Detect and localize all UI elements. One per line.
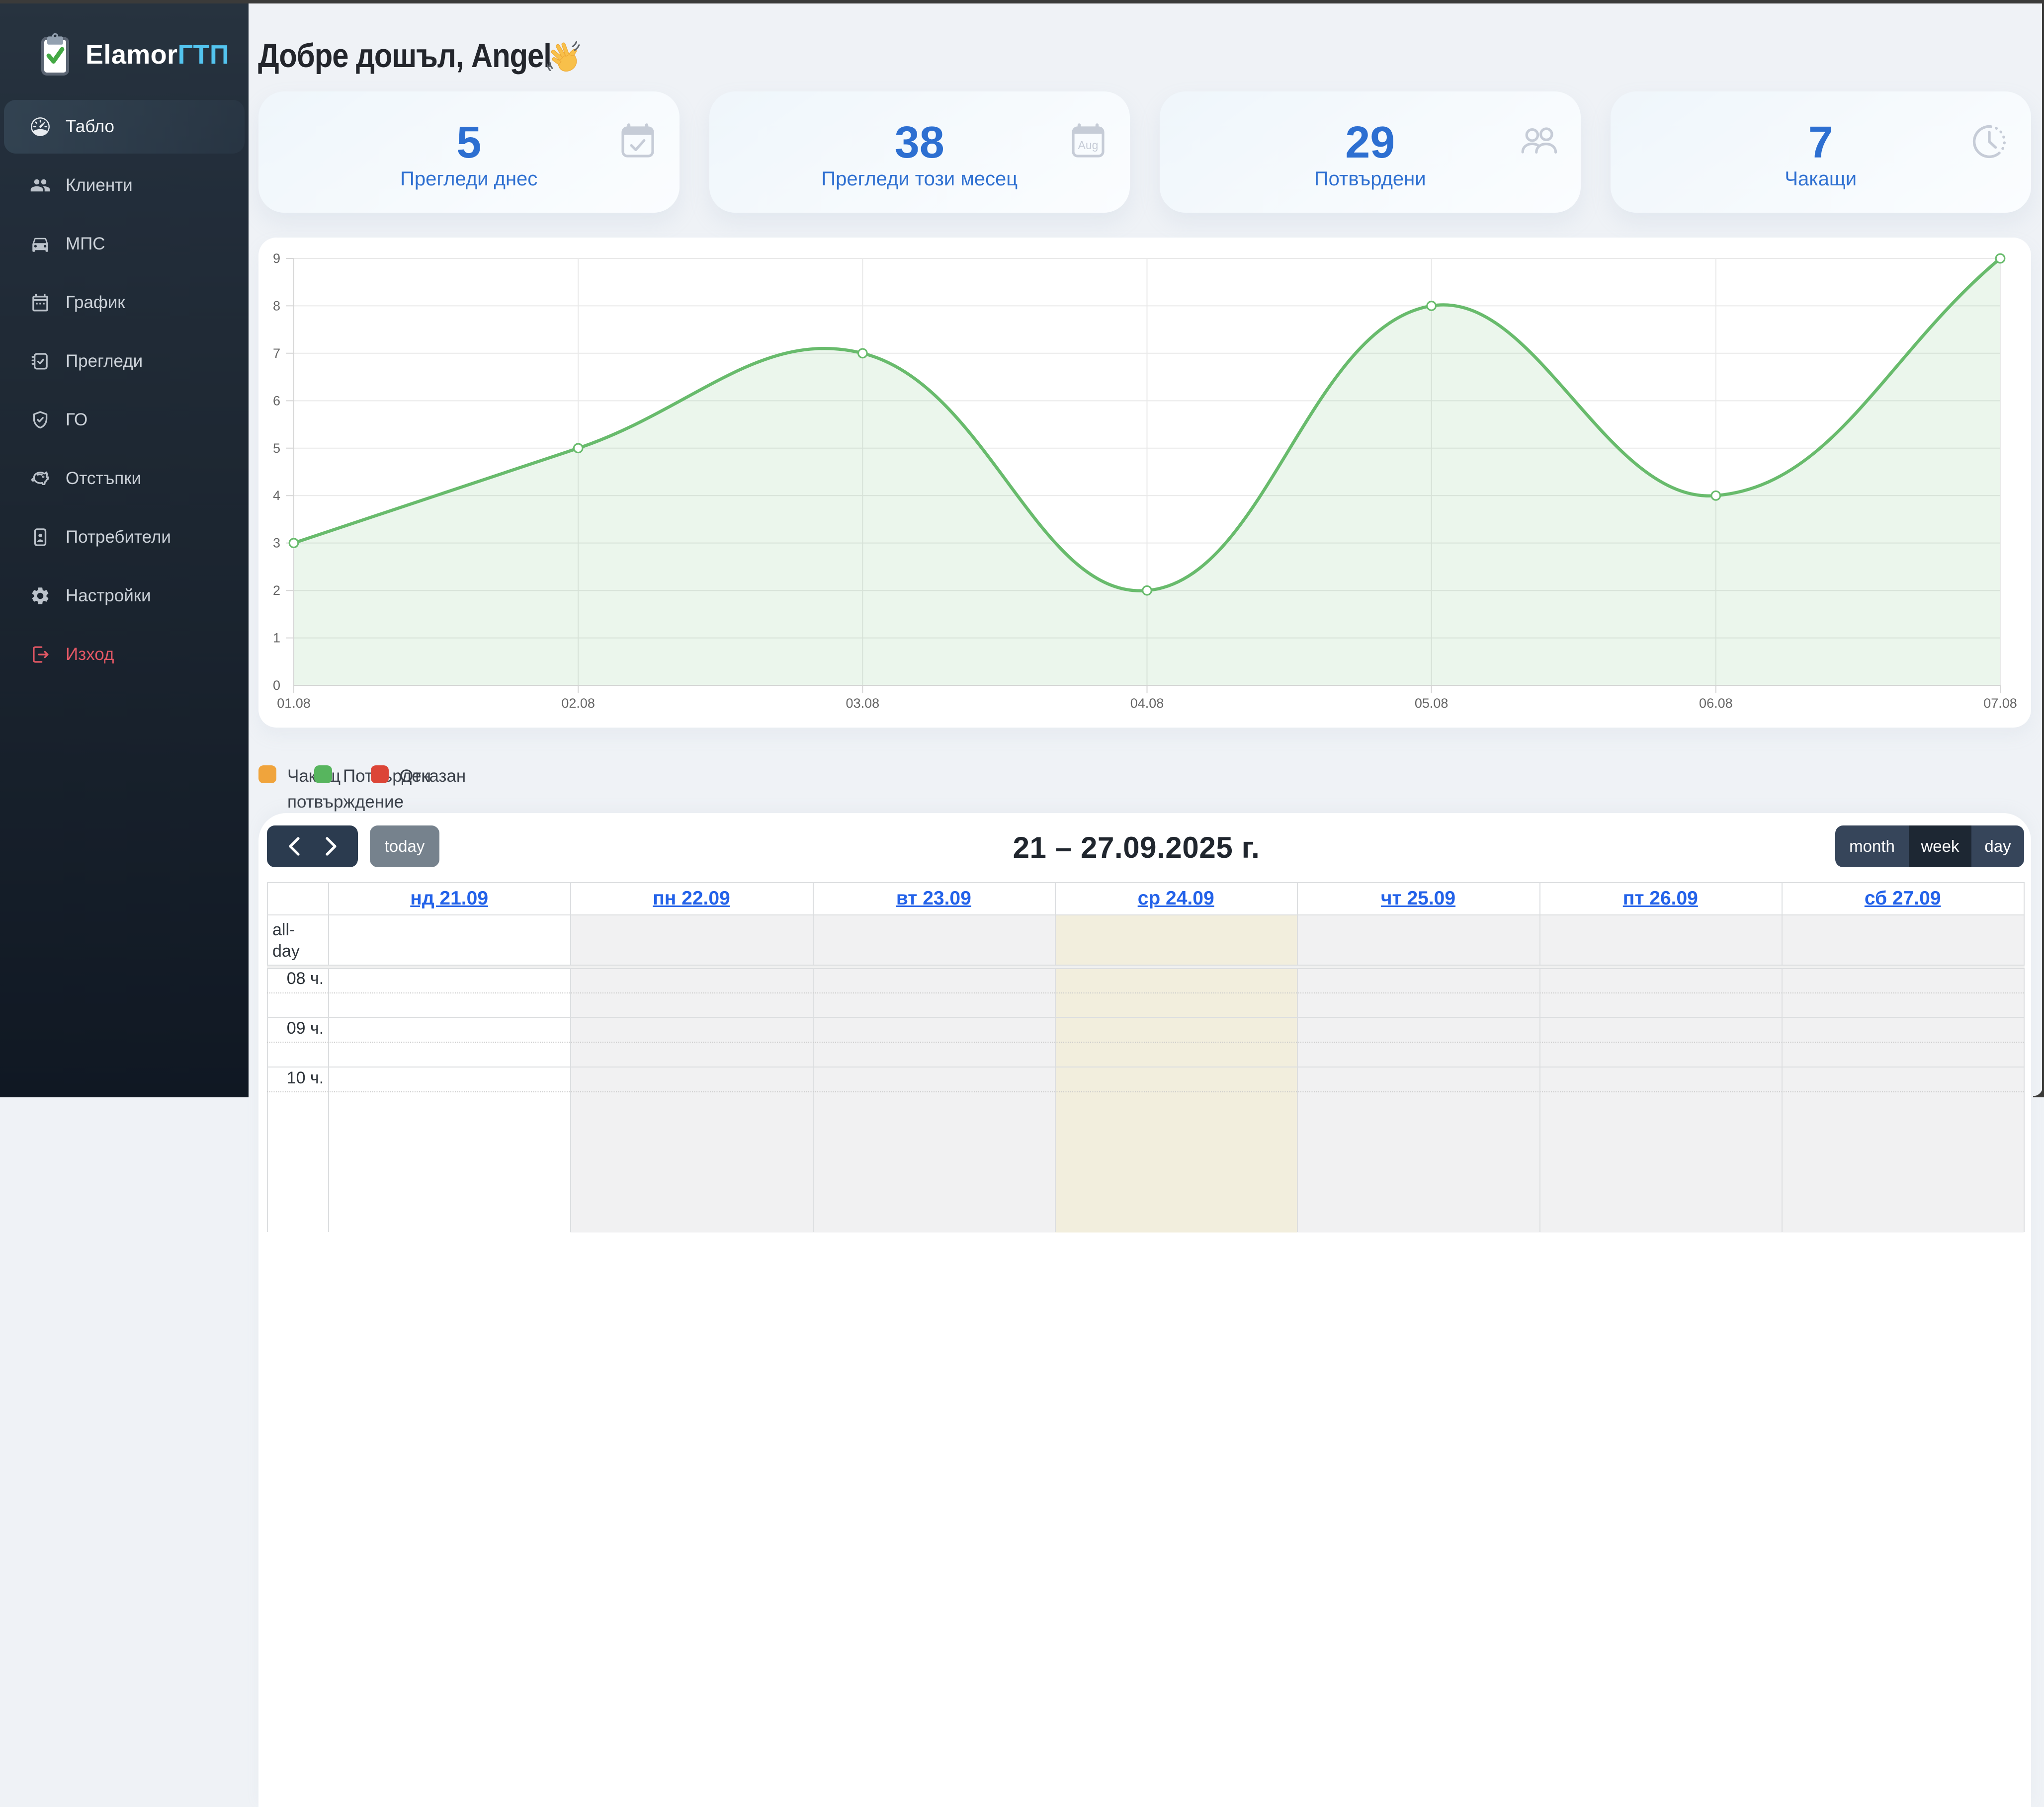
svg-text:02.08: 02.08: [561, 696, 595, 711]
svg-text:3: 3: [273, 536, 280, 551]
svg-text:06.08: 06.08: [1699, 696, 1733, 711]
svg-text:9: 9: [273, 251, 280, 266]
svg-text:07.08: 07.08: [1983, 696, 2017, 711]
svg-text:04.08: 04.08: [1130, 696, 1164, 711]
svg-text:Aug: Aug: [1078, 139, 1099, 152]
svg-text:05.08: 05.08: [1415, 696, 1448, 711]
svg-text:8: 8: [273, 298, 280, 313]
svg-text:01.08: 01.08: [277, 696, 311, 711]
svg-text:5: 5: [273, 441, 280, 456]
svg-text:7: 7: [273, 346, 280, 361]
svg-text:6: 6: [273, 393, 280, 408]
svg-text:4: 4: [273, 488, 280, 503]
svg-text:03.08: 03.08: [846, 696, 880, 711]
svg-text:1: 1: [273, 631, 280, 646]
svg-text:2: 2: [273, 583, 280, 598]
svg-text:0: 0: [273, 678, 280, 693]
